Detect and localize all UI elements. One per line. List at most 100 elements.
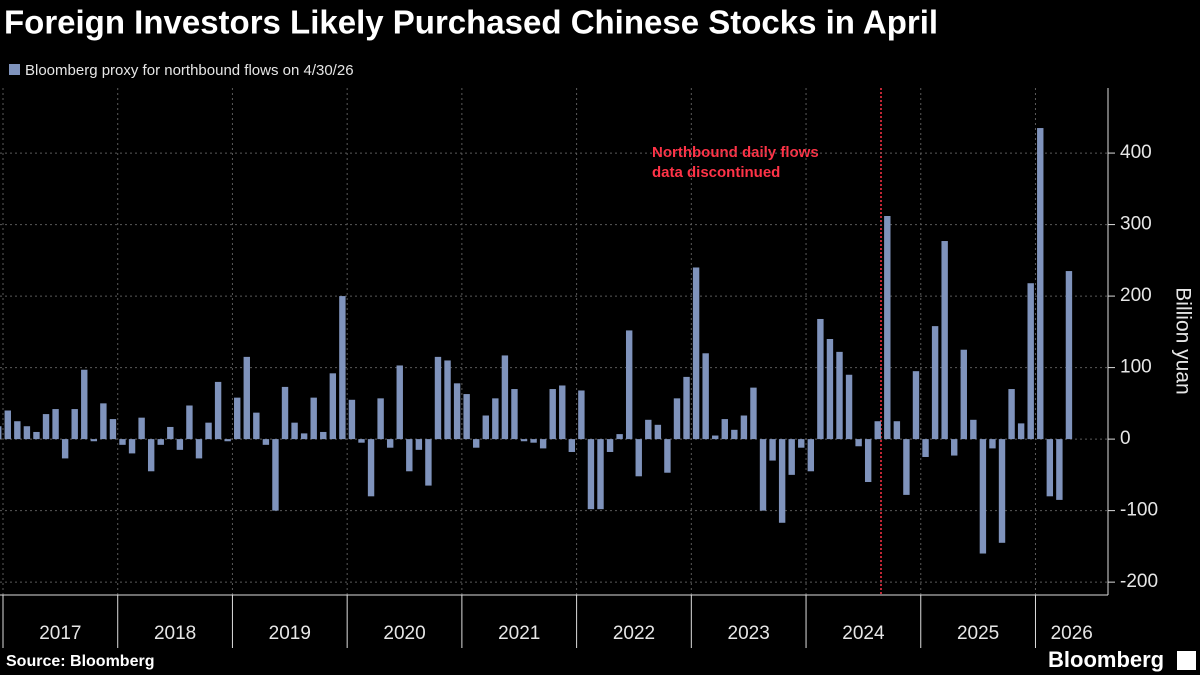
bar [138,417,145,440]
bar [998,439,1006,543]
bar [702,353,709,440]
bar [625,330,633,440]
bar [501,355,509,440]
bar [234,397,241,440]
bar [348,399,356,440]
bar [1065,271,1073,440]
bar [262,439,270,445]
bar [731,429,738,440]
bar [300,433,308,440]
bar [61,439,69,459]
bar [195,439,203,459]
bar [243,356,250,440]
bar [205,422,212,440]
bar [769,439,776,461]
x-tick-label: 2018 [154,623,196,644]
bar [281,386,289,440]
bar [329,373,337,440]
bar [367,439,375,497]
bar [855,439,862,447]
bar [167,426,174,440]
bar [224,439,231,442]
bar [817,318,824,440]
bar [23,426,31,440]
bar [1046,439,1054,497]
x-tick-label: 2025 [957,623,999,644]
bar [425,439,432,486]
bar [549,389,556,440]
bar [42,414,50,440]
bar [539,439,547,449]
bar [778,439,786,523]
bar [511,389,518,440]
bar [52,409,59,440]
bar [33,431,40,440]
bar [176,439,184,450]
y-tick-label: -100 [1120,500,1158,521]
bar [339,296,346,440]
bar [874,421,881,440]
bar [941,241,948,440]
bar [559,385,566,440]
bar [4,410,11,440]
bar [740,415,748,440]
bar [214,381,222,440]
y-tick-label: 100 [1120,357,1152,378]
bar [903,439,910,495]
bar [463,394,470,440]
bar [788,439,795,475]
bar [922,439,929,457]
bar [893,421,901,440]
bar [186,405,193,440]
bar [272,439,279,511]
bar [664,439,671,473]
bar [14,421,21,440]
brand-logo: Bloomberg [1048,647,1164,672]
bar [434,356,442,440]
bar [119,439,126,445]
bar [597,439,604,510]
bar [253,412,260,440]
bar [444,360,451,440]
bar [358,439,365,443]
bar [406,439,413,472]
bar [81,369,88,440]
bar [750,387,757,440]
bar [884,216,891,440]
legend-swatch [9,64,20,75]
bar [1017,423,1025,440]
bar [1027,283,1034,440]
bar [1056,439,1063,500]
x-tick-label: 2017 [39,623,81,644]
bar [492,398,499,440]
y-tick-label: 300 [1120,214,1152,235]
bar [415,439,423,450]
bar [616,434,623,440]
x-tick-label: 2023 [728,623,770,644]
bar [109,419,117,440]
y-tick-label: 200 [1120,285,1152,306]
bar [1037,128,1044,440]
bar [951,439,958,456]
bar [912,371,920,440]
x-tick-label: 2019 [269,623,311,644]
bar [396,365,403,440]
bar [587,439,595,510]
bar [386,439,394,448]
x-tick-label: 2024 [842,623,885,644]
bar [71,409,78,440]
bar [310,397,317,440]
bar [578,390,585,440]
x-tick-label: 2022 [613,623,655,644]
bar [931,326,939,440]
annotation: data discontinued [652,164,780,181]
bar [568,439,576,452]
legend-label: Bloomberg proxy for northbound flows on … [25,62,354,79]
x-tick-label: 2021 [498,623,540,644]
bar [960,349,967,440]
bar [147,439,155,472]
y-axis-label: Billion yuan [1171,287,1194,394]
bar [473,439,480,448]
bar [100,403,107,440]
